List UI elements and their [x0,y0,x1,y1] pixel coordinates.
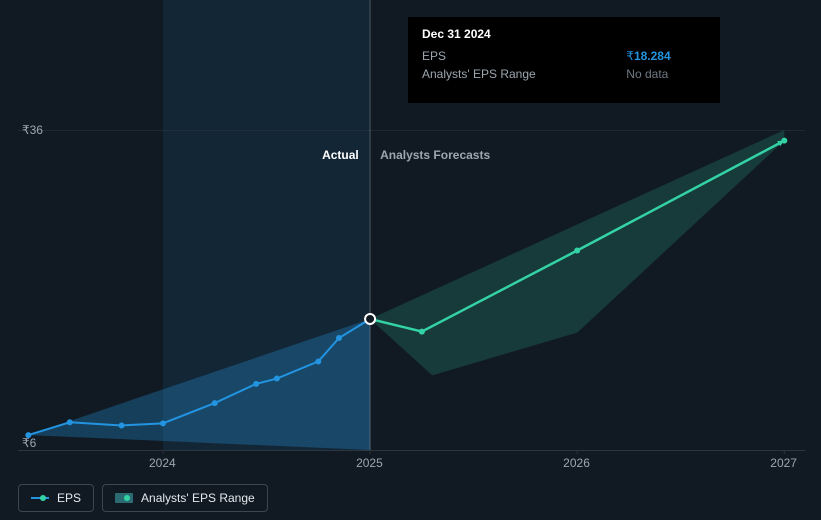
legend-label: Analysts' EPS Range [141,491,255,505]
chart-legend: EPS Analysts' EPS Range [18,484,268,512]
y-axis-tick-label: ₹6 [22,436,36,450]
legend-swatch-range-icon [115,492,133,504]
legend-item-eps[interactable]: EPS [18,484,94,512]
legend-swatch-line-icon [31,493,49,503]
x-axis-tick-label: 2027 [770,456,797,470]
legend-label: EPS [57,491,81,505]
tooltip-row: Analysts' EPS Range No data [422,65,706,83]
legend-item-eps-range[interactable]: Analysts' EPS Range [102,484,268,512]
divider-label-actual: Actual [322,148,359,162]
tooltip-value: No data [626,65,706,83]
tooltip-key: EPS [422,47,626,65]
divider-label-forecast: Analysts Forecasts [380,148,490,162]
y-axis-tick-label: ₹36 [22,123,43,137]
tooltip-row: EPS ₹18.284 [422,47,706,65]
eps-chart: ₹36 ₹6 2024 2025 2026 2027 Actual Analys… [0,0,821,520]
x-axis-tick-label: 2024 [149,456,176,470]
x-axis-tick-label: 2025 [356,456,383,470]
tooltip-title: Dec 31 2024 [422,27,706,41]
tooltip-value: ₹18.284 [626,47,706,65]
x-axis-tick-label: 2026 [563,456,590,470]
chart-tooltip: Dec 31 2024 EPS ₹18.284 Analysts' EPS Ra… [408,17,720,103]
tooltip-key: Analysts' EPS Range [422,65,626,83]
